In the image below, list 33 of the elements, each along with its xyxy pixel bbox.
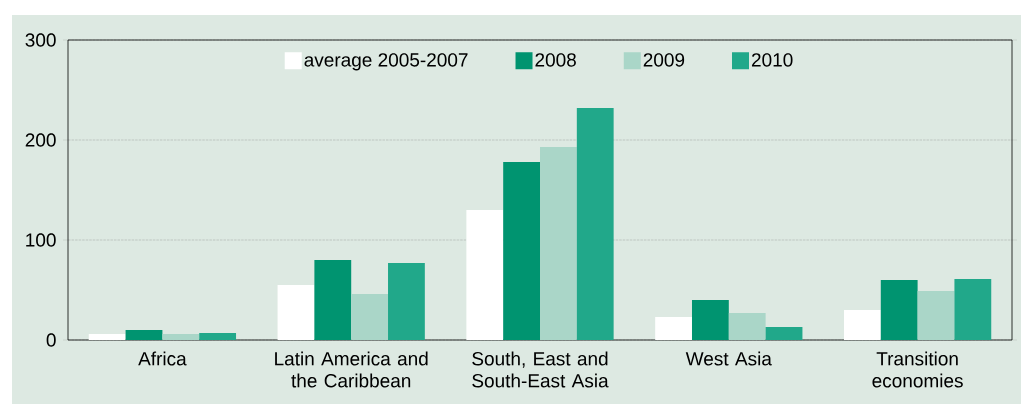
bar [162,334,200,340]
bar [917,291,955,340]
bar [88,334,126,340]
bar [728,313,766,340]
x-tick-label: Transition economies [872,351,963,388]
x-tick-label: Africa [138,351,187,366]
bar [351,294,389,340]
bar [199,333,237,340]
bar [691,300,729,340]
bar [880,280,918,340]
y-tick-label: 300 [25,33,56,47]
bar [388,263,425,340]
x-tick-label: West Asia [685,351,772,366]
bar [765,327,803,340]
bar [314,260,352,340]
y-tick-label: 0 [46,333,56,347]
bar [466,210,504,340]
bar [503,162,540,340]
bar [954,279,992,340]
bar [655,317,692,340]
x-tick-label: Latin America and the Caribbean [275,351,428,388]
legend-label: 2009 [643,53,685,67]
bar [277,285,315,340]
legend-label: 2010 [751,53,793,67]
x-tick-label: South, East and South-East Asia [472,351,609,388]
y-tick-label: 200 [25,133,56,147]
legend-label: average 2005-2007 [304,53,468,71]
bar [540,147,577,340]
bar [125,330,163,340]
bar [576,108,614,340]
y-tick-label: 100 [26,233,56,247]
legend-label: 2008 [535,53,576,67]
bar [843,310,881,340]
